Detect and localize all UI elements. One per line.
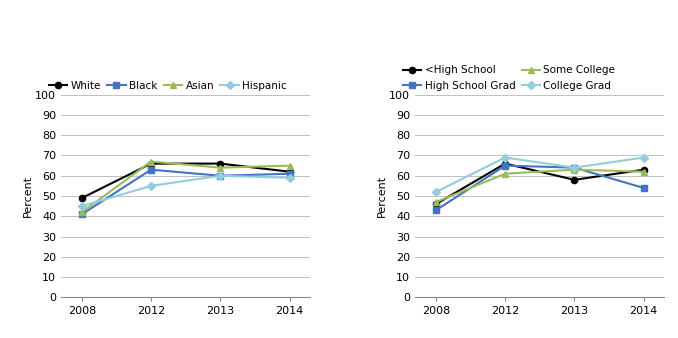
Asian xyxy=(216,166,224,170)
Line: Some College: Some College xyxy=(433,167,647,205)
<High School xyxy=(432,202,440,206)
Asian xyxy=(78,210,86,214)
Line: College Grad: College Grad xyxy=(433,154,647,195)
<High School xyxy=(570,178,578,182)
Line: Hispanic: Hispanic xyxy=(79,173,293,209)
Legend: <High School, High School Grad, Some College, College Grad: <High School, High School Grad, Some Col… xyxy=(403,65,615,91)
Black xyxy=(216,174,224,178)
Hispanic xyxy=(285,176,294,180)
High School Grad xyxy=(639,186,647,190)
Some College xyxy=(570,168,578,172)
College Grad xyxy=(639,155,647,160)
White xyxy=(78,196,86,200)
Hispanic xyxy=(78,204,86,208)
Y-axis label: Percent: Percent xyxy=(376,175,386,217)
College Grad xyxy=(432,190,440,194)
Y-axis label: Percent: Percent xyxy=(22,175,33,217)
Asian xyxy=(147,160,155,164)
High School Grad xyxy=(432,208,440,212)
Line: White: White xyxy=(79,161,293,201)
College Grad xyxy=(570,166,578,170)
Asian xyxy=(285,164,294,168)
<High School xyxy=(639,168,647,172)
Black xyxy=(285,172,294,176)
Some College xyxy=(432,200,440,204)
Line: Black: Black xyxy=(79,167,293,217)
<High School xyxy=(501,162,509,166)
White xyxy=(216,162,224,166)
Line: High School Grad: High School Grad xyxy=(433,163,647,213)
White xyxy=(147,162,155,166)
Legend: White, Black, Asian, Hispanic: White, Black, Asian, Hispanic xyxy=(49,80,287,91)
Some College xyxy=(639,170,647,174)
Black xyxy=(147,168,155,172)
Line: Asian: Asian xyxy=(79,159,293,215)
Line: <High School: <High School xyxy=(433,161,647,207)
High School Grad xyxy=(570,166,578,170)
Hispanic xyxy=(216,174,224,178)
White xyxy=(285,170,294,174)
High School Grad xyxy=(501,164,509,168)
Hispanic xyxy=(147,184,155,188)
Some College xyxy=(501,172,509,176)
College Grad xyxy=(501,155,509,160)
Black xyxy=(78,212,86,216)
